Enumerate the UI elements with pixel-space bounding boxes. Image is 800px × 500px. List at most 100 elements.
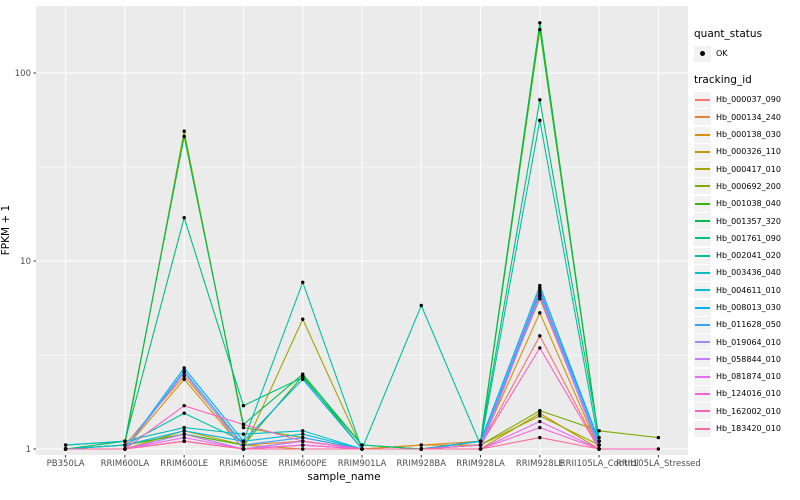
legend-item-label: Hb_000692_200: [716, 181, 781, 191]
data-point: [538, 334, 542, 338]
legend-item-Hb_001038_040: Hb_001038_040: [694, 195, 800, 212]
legend-item-label: Hb_000326_110: [716, 147, 781, 157]
legend-item-label: Hb_003436_040: [716, 268, 781, 278]
y-tick-label: 10: [20, 257, 31, 267]
data-point: [538, 435, 542, 440]
legend-title-tracking-id: tracking_id: [694, 74, 752, 87]
data-point: [538, 414, 542, 418]
legend-item-label: Hb_019064_010: [716, 337, 781, 347]
data-point: [241, 432, 246, 436]
legend-key-swatch: [694, 178, 711, 195]
data-point: [478, 443, 483, 447]
data-point: [301, 443, 305, 447]
y-tick-labels: 1 10 100: [15, 69, 31, 455]
data-point: [597, 447, 601, 451]
data-point: [241, 443, 246, 447]
legend-item-ok: OK: [694, 45, 800, 62]
legend-key-swatch: [694, 195, 711, 212]
legend-item-label: Hb_001038_040: [716, 199, 781, 209]
data-point: [301, 435, 305, 440]
series-line-Hb_003436_040: [65, 284, 600, 450]
x-tick-label: RRIM928LE: [516, 459, 564, 469]
x-tick-label: RRIM928BA: [397, 459, 447, 469]
legend-item-Hb_000134_240: Hb_000134_240: [694, 109, 800, 126]
legend-key-swatch: [694, 126, 711, 143]
data-point: [360, 447, 364, 451]
data-point: [538, 425, 542, 430]
x-tick-label: RRIM901LA: [338, 459, 387, 469]
data-point: [182, 425, 186, 430]
data-point: [123, 443, 127, 447]
data-point: [123, 447, 127, 451]
legend-item-label: Hb_002041_020: [716, 251, 781, 261]
legend-item-label: Hb_081874_010: [716, 372, 781, 382]
legend-item-Hb_019064_010: Hb_019064_010: [694, 333, 800, 351]
data-point: [241, 403, 246, 408]
legend: quant_status OK tracking_id Hb_000037_09…: [694, 28, 800, 437]
data-point: [419, 447, 423, 451]
data-point: [182, 366, 186, 370]
legend-item-Hb_004611_010: Hb_004611_010: [694, 282, 800, 299]
legend-item-Hb_002041_020: Hb_002041_020: [694, 247, 800, 264]
legend-item-label: Hb_011628_050: [716, 320, 781, 330]
x-tick-label: RRIM600PE: [279, 459, 327, 469]
legend-title-quant-status: quant_status: [694, 28, 763, 40]
legend-key-swatch: [694, 368, 711, 385]
legend-item-Hb_183420_010: Hb_183420_010: [694, 420, 800, 437]
data-point: [597, 439, 601, 443]
legend-item-Hb_124016_010: Hb_124016_010: [694, 385, 800, 402]
data-point: [241, 447, 246, 451]
data-point: [597, 429, 601, 433]
legend-item-Hb_001357_320: Hb_001357_320: [694, 212, 800, 230]
x-axis-title: sample_name: [307, 471, 381, 483]
data-point: [123, 439, 127, 443]
x-tick-label: PB350LA: [47, 459, 85, 469]
series-line-Hb_183420_010: [65, 437, 600, 450]
series-line-Hb_001357_320: [65, 22, 600, 450]
legend-key-swatch: [694, 213, 711, 230]
legend-key-swatch: [694, 161, 711, 178]
x-tick-label: RRIM928LA: [456, 459, 505, 469]
legend-item-Hb_001761_090: Hb_001761_090: [694, 230, 800, 247]
data-point: [538, 346, 542, 350]
legend-item-label: OK: [716, 49, 728, 59]
legend-item-Hb_000138_030: Hb_000138_030: [694, 126, 800, 143]
legend-item-label: Hb_183420_010: [716, 424, 781, 434]
data-point: [538, 408, 542, 413]
data-point: [478, 439, 483, 443]
legend-item-label: Hb_008013_030: [716, 303, 781, 312]
data-point: [538, 293, 542, 297]
legend-item-label: Hb_058844_010: [716, 354, 781, 364]
series-line-Hb_001761_090: [65, 99, 600, 450]
data-point: [301, 377, 305, 381]
y-axis-title: FPKM + 1: [0, 204, 12, 256]
data-point: [301, 372, 305, 376]
legend-item-label: Hb_001357_320: [716, 216, 781, 226]
data-point: [538, 411, 542, 415]
legend-key-swatch: [694, 230, 711, 247]
x-tick-labels: PB350LA RRIM600LA RRIM600LE RRIM600SE RRIM60…: [47, 459, 701, 469]
data-point: [597, 435, 601, 440]
y-tick-label: 100: [15, 69, 31, 79]
data-point: [182, 403, 186, 408]
legend-item-Hb_011628_050: Hb_011628_050: [694, 316, 800, 333]
legend-key-swatch: [694, 316, 711, 333]
legend-item-label: Hb_124016_010: [716, 389, 781, 399]
data-point: [182, 374, 186, 378]
legend-item-Hb_000326_110: Hb_000326_110: [694, 143, 800, 160]
data-point: [538, 98, 542, 102]
legend-item-label: Hb_000037_090: [716, 95, 781, 105]
y-tick-label: 1: [26, 445, 31, 455]
data-point: [241, 439, 246, 443]
data-point: [360, 443, 364, 447]
data-point: [656, 435, 661, 440]
legend-item-Hb_003436_040: Hb_003436_040: [694, 264, 800, 281]
legend-item-label: Hb_000417_010: [716, 164, 781, 174]
data-point: [656, 447, 661, 451]
data-point: [478, 447, 483, 451]
data-point: [538, 27, 542, 32]
legend-item-Hb_162002_010: Hb_162002_010: [694, 403, 800, 420]
data-point: [182, 429, 186, 433]
data-point: [63, 443, 68, 447]
legend-key-swatch: [694, 334, 711, 351]
